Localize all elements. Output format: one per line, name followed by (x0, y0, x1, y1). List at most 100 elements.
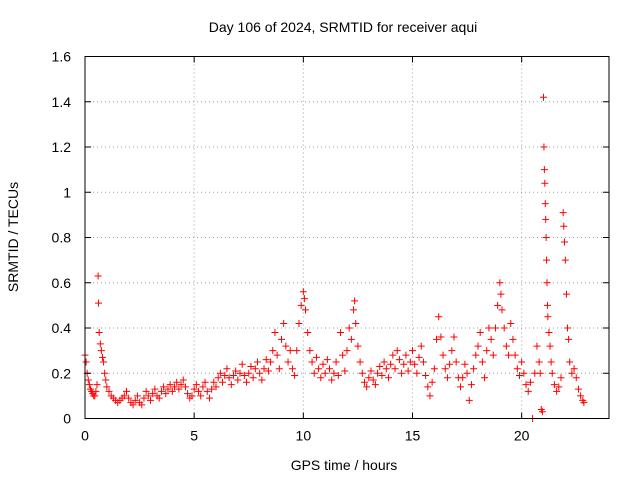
data-point (352, 319, 360, 327)
data-point (406, 358, 414, 366)
data-point (173, 378, 181, 386)
data-point (487, 335, 495, 343)
data-point (413, 369, 421, 377)
data-point (155, 394, 163, 402)
data-point (540, 166, 548, 174)
data-point (243, 378, 251, 386)
data-point (157, 387, 165, 395)
data-point (536, 369, 544, 377)
data-point (245, 369, 253, 377)
data-point (347, 335, 355, 343)
data-point (511, 351, 519, 359)
data-point (541, 179, 549, 187)
data-point (197, 392, 205, 400)
data-point (234, 376, 242, 384)
data-point (476, 329, 484, 337)
data-point (367, 367, 375, 375)
data-point (100, 358, 108, 366)
data-point (400, 360, 408, 368)
data-point (542, 215, 550, 223)
data-point (474, 342, 482, 350)
data-point (278, 335, 285, 343)
data-point (256, 369, 264, 377)
data-point (168, 387, 176, 395)
y-tick-label: 1 (63, 184, 71, 200)
data-point (97, 347, 105, 355)
point-layer (81, 93, 588, 422)
data-point (540, 93, 547, 101)
data-point (195, 387, 203, 395)
data-point (258, 376, 266, 384)
data-point (497, 290, 505, 298)
data-point (568, 369, 576, 377)
data-point (240, 372, 248, 380)
data-point (354, 342, 362, 350)
data-point (553, 387, 561, 395)
data-point (203, 387, 211, 395)
data-point (577, 392, 585, 400)
data-point (395, 356, 403, 364)
data-point (507, 319, 515, 327)
data-point (491, 324, 499, 332)
data-point (282, 342, 290, 350)
data-point (326, 365, 334, 373)
data-point (446, 360, 454, 368)
data-point (84, 376, 92, 384)
data-point (288, 365, 296, 373)
y-tick-label: 1.6 (52, 49, 72, 65)
data-point (299, 288, 307, 296)
data-point (522, 381, 530, 389)
data-point (557, 374, 565, 382)
y-tick-label: 1.4 (52, 94, 72, 110)
data-point (336, 329, 344, 337)
data-point (223, 365, 231, 373)
data-point (199, 383, 207, 391)
data-point (229, 372, 237, 380)
data-point (426, 392, 434, 400)
data-point (102, 376, 110, 384)
data-point (555, 383, 563, 391)
data-point (122, 387, 130, 395)
data-point (430, 365, 438, 373)
data-point (225, 374, 233, 382)
data-point (92, 387, 100, 395)
data-point (518, 358, 526, 366)
data-point (144, 392, 152, 400)
data-point (485, 324, 493, 332)
data-point (295, 319, 303, 327)
data-point (545, 329, 553, 337)
data-point (247, 362, 255, 370)
data-point (98, 353, 106, 361)
data-point (105, 387, 113, 395)
data-point (147, 396, 154, 404)
data-point (540, 143, 548, 151)
data-point (546, 342, 554, 350)
data-point (249, 374, 257, 382)
data-point (415, 353, 423, 361)
data-point (164, 385, 172, 393)
data-point (190, 385, 198, 393)
data-point (221, 372, 229, 380)
data-point (465, 396, 473, 404)
data-point (505, 351, 513, 359)
x-tick-label: 0 (81, 428, 89, 444)
data-point (95, 299, 103, 307)
x-tick-label: 10 (296, 428, 312, 444)
data-point (291, 372, 299, 380)
data-point (561, 256, 569, 264)
data-point (95, 329, 103, 337)
data-point (208, 385, 216, 393)
data-point (345, 324, 353, 332)
data-point (297, 301, 305, 309)
data-point (103, 383, 111, 391)
data-point (374, 369, 382, 377)
data-point (543, 279, 551, 287)
data-point (483, 347, 491, 355)
data-point (260, 365, 268, 373)
x-axis-label: GPS time / hours (291, 457, 398, 473)
data-point (419, 358, 427, 366)
data-point (574, 385, 582, 393)
data-point (560, 222, 568, 230)
data-point (253, 358, 261, 366)
data-point (580, 399, 588, 407)
